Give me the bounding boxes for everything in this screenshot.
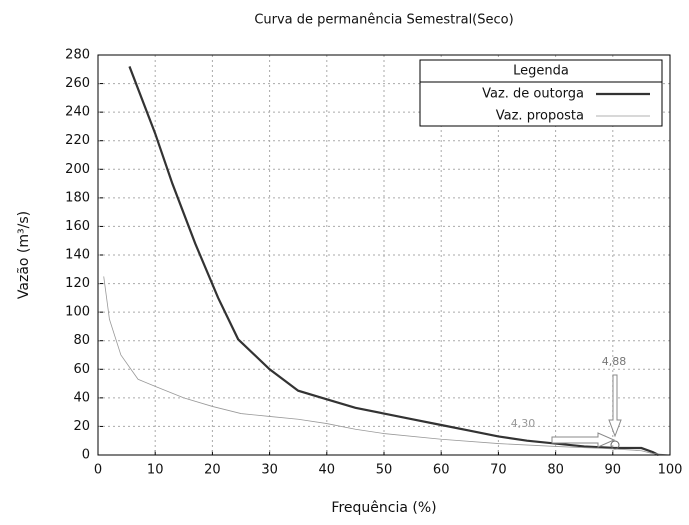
x-tick-label: 90	[605, 463, 622, 478]
y-tick-label: 160	[65, 219, 90, 234]
y-tick-label: 220	[65, 133, 90, 148]
x-tick-label: 20	[204, 463, 221, 478]
x-tick-label: 30	[261, 463, 278, 478]
legend: Legenda Vaz. de outorga Vaz. proposta	[419, 59, 663, 127]
y-tick-label: 280	[65, 48, 90, 63]
y-tick-label: 240	[65, 105, 90, 120]
x-tick-label: 10	[147, 463, 164, 478]
x-tick-label: 50	[376, 463, 393, 478]
x-tick-label: 0	[94, 463, 102, 478]
y-tick-label: 0	[82, 448, 90, 463]
y-tick-label: 260	[65, 76, 90, 91]
y-tick-label: 80	[73, 333, 90, 348]
legend-label: Vaz. proposta	[496, 109, 584, 124]
arrow	[608, 374, 622, 438]
y-tick-label: 60	[73, 362, 90, 377]
x-tick-label: 70	[490, 463, 507, 478]
marker	[610, 440, 620, 450]
chart-title: Curva de permanência Semestral(Seco)	[254, 13, 513, 28]
legend-label: Vaz. de outorga	[482, 87, 584, 102]
x-axis-label: Frequência (%)	[331, 500, 436, 516]
x-tick-label: 60	[433, 463, 450, 478]
y-tick-label: 100	[65, 305, 90, 320]
y-tick-label: 40	[73, 390, 90, 405]
x-tick-label: 100	[658, 463, 683, 478]
x-tick-label: 80	[547, 463, 564, 478]
legend-title: Legenda	[513, 64, 569, 79]
y-tick-label: 200	[65, 162, 90, 177]
arrow	[551, 432, 616, 448]
y-tick-label: 180	[65, 190, 90, 205]
annotation: 4,88	[602, 355, 627, 368]
y-tick-label: 140	[65, 248, 90, 263]
y-tick-label: 20	[73, 419, 90, 434]
x-tick-label: 40	[319, 463, 336, 478]
y-tick-label: 120	[65, 276, 90, 291]
y-axis-label: Vazão (m³/s)	[16, 211, 32, 299]
annotation: 4,30	[511, 417, 536, 430]
plot-frame	[97, 54, 671, 456]
line	[103, 276, 671, 456]
